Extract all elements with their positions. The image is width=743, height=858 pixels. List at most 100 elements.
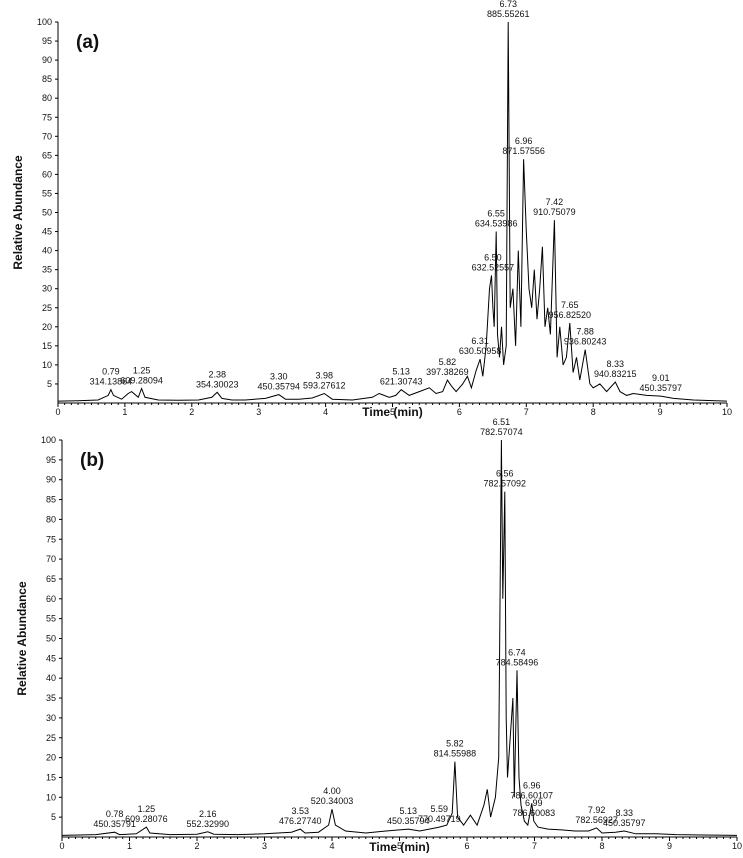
- x-tick-label: 1: [127, 841, 132, 851]
- y-tick-label: 75: [42, 112, 52, 122]
- y-tick-label: 60: [46, 594, 56, 604]
- peak-mz-label: 609.28076: [125, 814, 168, 824]
- y-tick-label: 45: [42, 227, 52, 237]
- x-tick-label: 5: [390, 407, 395, 417]
- x-tick-label: 2: [194, 841, 199, 851]
- chromatogram-trace: [61, 439, 738, 836]
- peak-rt-label: 6.51: [493, 417, 511, 427]
- peak-rt-label: 7.65: [561, 300, 579, 310]
- peak-mz-label: 354.30023: [196, 379, 239, 389]
- peak-mz-label: 450.35797: [603, 818, 646, 828]
- x-axis-title: Time (min): [369, 840, 429, 853]
- x-tick-label: 7: [532, 841, 537, 851]
- peak-rt-label: 5.59: [431, 804, 449, 814]
- x-tick-label: 0: [55, 407, 60, 417]
- peak-mz-label: 634.53986: [475, 219, 518, 229]
- y-tick-label: 15: [42, 341, 52, 351]
- peak-mz-label: 552.32990: [187, 819, 230, 829]
- peak-mz-label: 770.49719: [418, 814, 461, 824]
- y-tick-label: 50: [42, 208, 52, 218]
- peak-rt-label: 7.42: [546, 197, 564, 207]
- peak-rt-label: 5.13: [392, 367, 410, 377]
- x-tick-label: 4: [329, 841, 334, 851]
- peak-mz-label: 397.38269: [426, 367, 469, 377]
- peak-mz-label: 632.52557: [472, 262, 515, 272]
- x-tick-label: 10: [732, 841, 742, 851]
- y-tick-label: 75: [46, 534, 56, 544]
- panel-label: (a): [76, 32, 99, 53]
- peak-mz-label: 314.13864: [90, 377, 133, 387]
- peak-mz-label: 450.35794: [257, 382, 300, 392]
- y-tick-label: 25: [46, 733, 56, 743]
- y-tick-label: 5: [47, 379, 52, 389]
- y-tick-label: 80: [42, 93, 52, 103]
- x-tick-label: 1: [122, 407, 127, 417]
- y-tick-label: 35: [42, 265, 52, 275]
- peak-rt-label: 6.73: [499, 0, 517, 9]
- peak-mz-label: 450.35794: [387, 816, 430, 826]
- peak-rt-label: 1.25: [138, 804, 156, 814]
- peak-mz-label: 784.58496: [496, 657, 539, 667]
- y-tick-label: 95: [46, 455, 56, 465]
- x-tick-label: 3: [256, 407, 261, 417]
- y-tick-label: 25: [42, 303, 52, 313]
- peak-mz-label: 520.34003: [311, 796, 354, 806]
- peak-mz-label: 630.50958: [459, 346, 502, 356]
- y-tick-label: 5: [51, 812, 56, 822]
- y-tick-label: 65: [42, 150, 52, 160]
- peak-mz-label: 936.80243: [564, 337, 607, 347]
- x-tick-label: 5: [397, 841, 402, 851]
- y-tick-label: 40: [42, 246, 52, 256]
- chromatogram-trace: [57, 21, 728, 402]
- x-tick-label: 3: [262, 841, 267, 851]
- peak-mz-label: 450.35797: [639, 383, 682, 393]
- y-tick-label: 15: [46, 772, 56, 782]
- y-tick-label: 20: [46, 753, 56, 763]
- y-tick-label: 90: [46, 475, 56, 485]
- x-tick-label: 9: [667, 841, 672, 851]
- y-tick-label: 20: [42, 322, 52, 332]
- y-tick-label: 10: [46, 792, 56, 802]
- peak-rt-label: 5.82: [446, 739, 464, 749]
- peak-rt-label: 3.30: [270, 372, 288, 382]
- x-tick-label: 8: [599, 841, 604, 851]
- peak-rt-label: 5.13: [400, 806, 418, 816]
- peak-mz-label: 782.57092: [484, 479, 527, 489]
- peak-rt-label: 6.31: [471, 336, 489, 346]
- peak-mz-label: 814.55988: [434, 749, 477, 759]
- y-tick-label: 50: [46, 634, 56, 644]
- peak-mz-label: 450.35791: [93, 819, 136, 829]
- peak-rt-label: 0.78: [106, 809, 124, 819]
- y-tick-label: 10: [42, 360, 52, 370]
- x-axis-title: Time (min): [362, 405, 422, 419]
- y-axis-title: Relative Abundance: [15, 581, 29, 696]
- x-tick-label: 6: [457, 407, 462, 417]
- y-axis-title: Relative Abundance: [11, 155, 25, 270]
- y-tick-label: 70: [42, 131, 52, 141]
- peak-rt-label: 6.96: [523, 780, 541, 790]
- peak-rt-label: 5.82: [439, 357, 457, 367]
- x-tick-label: 6: [464, 841, 469, 851]
- peak-rt-label: 6.56: [496, 469, 514, 479]
- peak-rt-label: 3.98: [315, 370, 333, 380]
- peak-rt-label: 6.50: [484, 252, 502, 262]
- x-tick-label: 2: [189, 407, 194, 417]
- y-tick-label: 80: [46, 514, 56, 524]
